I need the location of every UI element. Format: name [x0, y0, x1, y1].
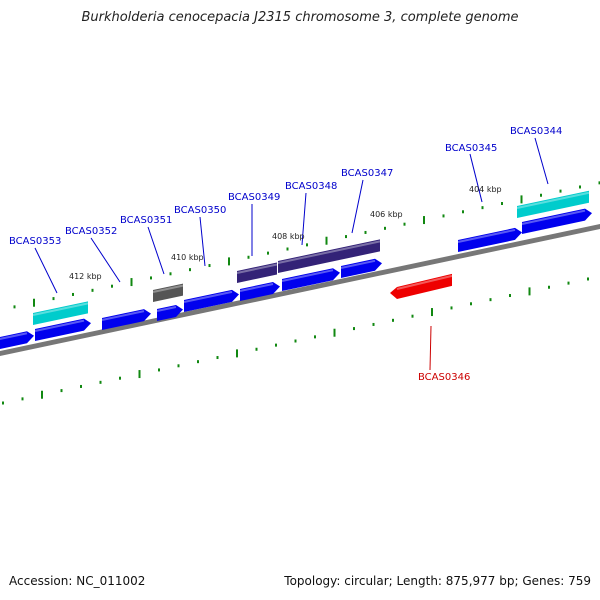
inner-tick-track — [2, 277, 589, 405]
feature-track[interactable] — [0, 190, 592, 350]
gene-label-bcas0350[interactable]: BCAS0350 — [174, 205, 226, 216]
outer-tick-track — [13, 181, 600, 309]
label-leader-lines — [34, 137, 549, 371]
cds-bcas0352[interactable] — [101, 309, 151, 330]
gene-labels[interactable]: BCAS0344 BCAS0345 BCAS0346 BCAS0347 BCAS… — [9, 126, 562, 383]
leader-line-6 — [199, 216, 206, 267]
gene-label-bcas0346[interactable]: BCAS0346 — [418, 372, 470, 383]
leader-line-3 — [351, 179, 364, 234]
backbone-line — [0, 224, 600, 356]
gene-bcas0349-feature[interactable] — [236, 262, 278, 283]
cds-left-edge[interactable] — [0, 331, 34, 350]
gene-label-bcas0351[interactable]: BCAS0351 — [120, 215, 172, 226]
scale-labels: 404 kbp 406 kbp 408 kbp 410 kbp 412 kbp — [69, 185, 502, 281]
scale-label-408: 408 kbp — [272, 232, 305, 241]
scale-label-404: 404 kbp — [469, 185, 502, 194]
gene-label-bcas0345[interactable]: BCAS0345 — [445, 143, 497, 154]
gene-bcas0351-pseudo[interactable] — [152, 283, 184, 302]
genome-summary-text: Topology: circular; Length: 875,977 bp; … — [284, 574, 591, 588]
gene-bcas0344-rna[interactable] — [516, 190, 590, 218]
scale-label-412: 412 kbp — [69, 272, 102, 281]
cds-bcas0349[interactable] — [239, 282, 280, 301]
leader-line-7 — [147, 226, 165, 275]
cds-bcas0345[interactable] — [457, 227, 522, 252]
gene-bcas0346[interactable] — [390, 273, 453, 299]
cds-bcas0344[interactable] — [521, 208, 592, 234]
gene-label-bcas0347[interactable]: BCAS0347 — [341, 168, 393, 179]
gene-bcas0353-rna[interactable] — [32, 301, 89, 325]
gene-label-bcas0353[interactable]: BCAS0353 — [9, 236, 61, 247]
scale-label-410: 410 kbp — [171, 253, 204, 262]
accession-text: Accession: NC_011002 — [9, 574, 146, 588]
gene-label-bcas0352[interactable]: BCAS0352 — [65, 226, 117, 237]
gene-label-bcas0349[interactable]: BCAS0349 — [228, 192, 280, 203]
leader-line-8 — [90, 237, 121, 283]
gene-bcas0348-feature[interactable] — [277, 239, 381, 273]
scale-label-406: 406 kbp — [370, 210, 403, 219]
leader-line-9 — [34, 247, 58, 294]
gene-label-bcas0344[interactable]: BCAS0344 — [510, 126, 562, 137]
leader-line-1 — [469, 153, 483, 203]
leader-line-2 — [429, 325, 432, 371]
gene-label-bcas0348[interactable]: BCAS0348 — [285, 181, 337, 192]
leader-line-4 — [301, 192, 307, 246]
cds-bcas0351[interactable] — [156, 304, 183, 321]
map-title: Burkholderia cenocepacia J2315 chromosom… — [81, 10, 519, 25]
cds-bcas0353[interactable] — [34, 318, 91, 341]
leader-line-0 — [534, 137, 549, 185]
cds-bcas0350[interactable] — [183, 289, 239, 312]
cds-bcas0347[interactable] — [340, 258, 382, 278]
cds-bcas0348[interactable] — [281, 268, 340, 291]
